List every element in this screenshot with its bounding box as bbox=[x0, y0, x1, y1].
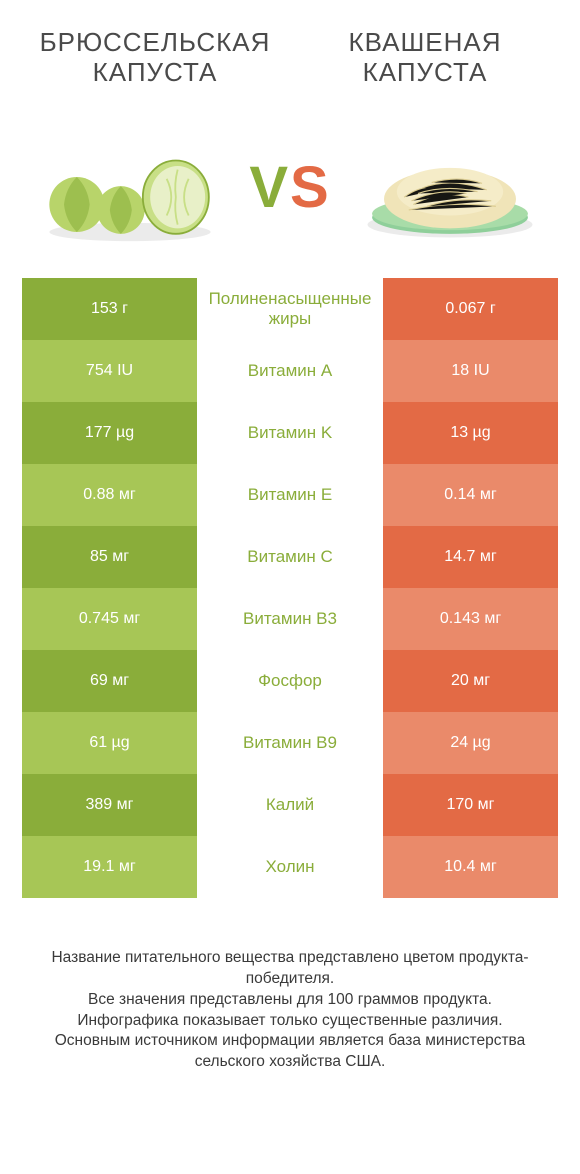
sauerkraut-icon bbox=[350, 133, 550, 243]
footer-line-4: Основным источником информации является … bbox=[30, 1031, 550, 1073]
table-row: 85 мгВитамин C14.7 мг bbox=[22, 526, 558, 588]
right-value-cell: 18 IU bbox=[383, 340, 558, 402]
footer-line-2: Все значения представлены для 100 граммо… bbox=[30, 990, 550, 1011]
table-row: 61 µgВитамин B924 µg bbox=[22, 712, 558, 774]
vs-v: V bbox=[249, 155, 290, 220]
nutrient-label-cell: Витамин A bbox=[197, 340, 383, 402]
left-value-cell: 754 IU bbox=[22, 340, 197, 402]
right-value-cell: 0.14 мг bbox=[383, 464, 558, 526]
right-value-cell: 13 µg bbox=[383, 402, 558, 464]
nutrient-label-cell: Холин bbox=[197, 836, 383, 898]
right-value-cell: 10.4 мг bbox=[383, 836, 558, 898]
nutrient-label-cell: Фосфор bbox=[197, 650, 383, 712]
vs-label: VS bbox=[249, 154, 330, 221]
nutrient-label-cell: Полиненасыщенные жиры bbox=[197, 278, 383, 340]
nutrient-label-cell: Витамин B3 bbox=[197, 588, 383, 650]
nutrient-label-cell: Витамин E bbox=[197, 464, 383, 526]
hero-row: VS bbox=[0, 98, 580, 278]
left-value-cell: 19.1 мг bbox=[22, 836, 197, 898]
nutrient-label-cell: Калий bbox=[197, 774, 383, 836]
footer-line-1: Название питательного вещества представл… bbox=[30, 948, 550, 990]
brussels-sprouts-icon bbox=[35, 133, 225, 243]
table-row: 389 мгКалий170 мг bbox=[22, 774, 558, 836]
left-value-cell: 177 µg bbox=[22, 402, 197, 464]
right-value-cell: 14.7 мг bbox=[383, 526, 558, 588]
nutrient-label-cell: Витамин B9 bbox=[197, 712, 383, 774]
footer-notes: Название питательного вещества представл… bbox=[0, 898, 580, 1074]
left-value-cell: 61 µg bbox=[22, 712, 197, 774]
left-value-cell: 0.88 мг bbox=[22, 464, 197, 526]
left-value-cell: 85 мг bbox=[22, 526, 197, 588]
left-value-cell: 389 мг bbox=[22, 774, 197, 836]
left-product-title: БРЮССЕЛЬСКАЯ КАПУСТА bbox=[35, 28, 275, 88]
table-row: 69 мгФосфор20 мг bbox=[22, 650, 558, 712]
left-value-cell: 0.745 мг bbox=[22, 588, 197, 650]
left-value-cell: 69 мг bbox=[22, 650, 197, 712]
header: БРЮССЕЛЬСКАЯ КАПУСТА КВАШЕНАЯ КАПУСТА bbox=[0, 0, 580, 98]
right-value-cell: 0.067 г bbox=[383, 278, 558, 340]
right-value-cell: 24 µg bbox=[383, 712, 558, 774]
table-row: 0.88 мгВитамин E0.14 мг bbox=[22, 464, 558, 526]
right-product-title: КВАШЕНАЯ КАПУСТА bbox=[305, 28, 545, 88]
right-value-cell: 170 мг bbox=[383, 774, 558, 836]
right-value-cell: 0.143 мг bbox=[383, 588, 558, 650]
table-row: 153 гПолиненасыщенные жиры0.067 г bbox=[22, 278, 558, 340]
nutrient-label-cell: Витамин K bbox=[197, 402, 383, 464]
table-row: 0.745 мгВитамин B30.143 мг bbox=[22, 588, 558, 650]
table-row: 19.1 мгХолин10.4 мг bbox=[22, 836, 558, 898]
right-value-cell: 20 мг bbox=[383, 650, 558, 712]
comparison-table: 153 гПолиненасыщенные жиры0.067 г754 IUВ… bbox=[0, 278, 580, 898]
left-value-cell: 153 г bbox=[22, 278, 197, 340]
vs-s: S bbox=[290, 155, 331, 220]
table-row: 177 µgВитамин K13 µg bbox=[22, 402, 558, 464]
nutrient-label-cell: Витамин C bbox=[197, 526, 383, 588]
footer-line-3: Инфографика показывает только существенн… bbox=[30, 1011, 550, 1032]
right-product-image bbox=[350, 128, 550, 248]
table-row: 754 IUВитамин A18 IU bbox=[22, 340, 558, 402]
left-product-image bbox=[30, 128, 230, 248]
